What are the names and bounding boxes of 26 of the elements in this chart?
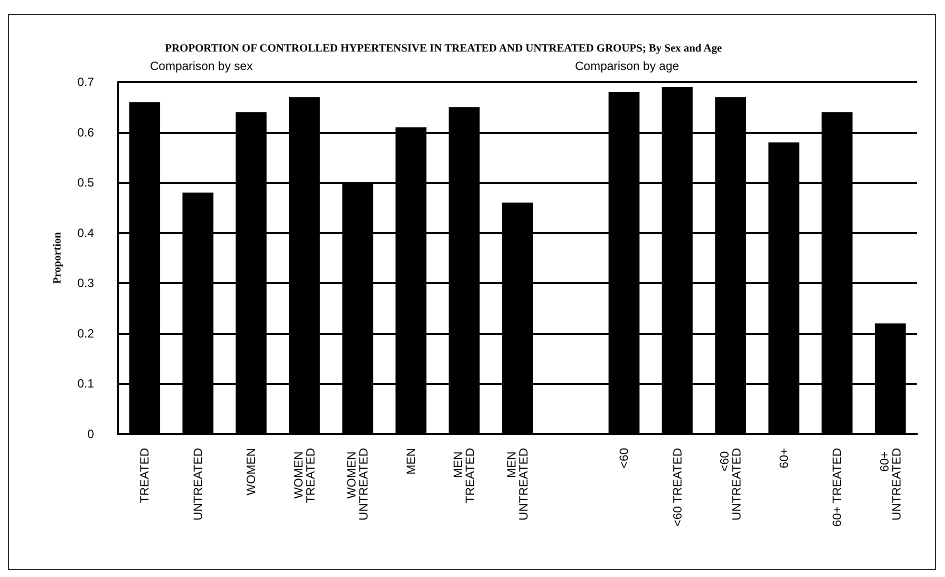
x-tick-label: MEN TREATED <box>451 448 478 504</box>
x-tick-label: 60+ UNTREATED <box>877 448 904 520</box>
x-tick-label: 60+ <box>776 448 791 468</box>
x-tick-label: WOMEN TREATED <box>291 448 318 504</box>
chart-title: PROPORTION OF CONTROLLED HYPERTENSIVE IN TREATED AND UNTREATED GROUPS; By Sex and Age <box>165 42 722 54</box>
y-tick-label: 0.3 <box>77 276 94 290</box>
x-tick-label: <60 <box>617 448 632 468</box>
y-tick-label: 0.5 <box>77 176 94 190</box>
y-tick-label: 0 <box>87 427 94 441</box>
y-tick-label: 0.1 <box>77 376 94 391</box>
y-tick-label: 0.4 <box>77 226 94 240</box>
x-tick-label: MEN <box>404 448 418 475</box>
text: Comparison by sex <box>150 59 253 73</box>
y-tick-label: 0.7 <box>77 75 94 89</box>
x-tick-label: WOMEN UNTREATED <box>344 448 371 520</box>
x-tick-label: <60 UNTREATED <box>718 448 744 520</box>
x-tick-label: UNTREATED <box>190 448 205 520</box>
y-tick-label: 0.2 <box>77 326 94 340</box>
x-tick-label: WOMEN <box>244 448 258 496</box>
x-tick-label: <60 TREATED <box>670 448 684 527</box>
x-tick-label: 60+ TREATED <box>830 448 844 527</box>
text: Comparison by age <box>575 59 680 73</box>
x-tick-label: TREATED <box>138 448 152 504</box>
y-axis-title: Proportion <box>52 232 64 284</box>
y-tick-label: 0.6 <box>77 125 94 140</box>
x-tick-label: MEN UNTREATED <box>504 448 530 520</box>
